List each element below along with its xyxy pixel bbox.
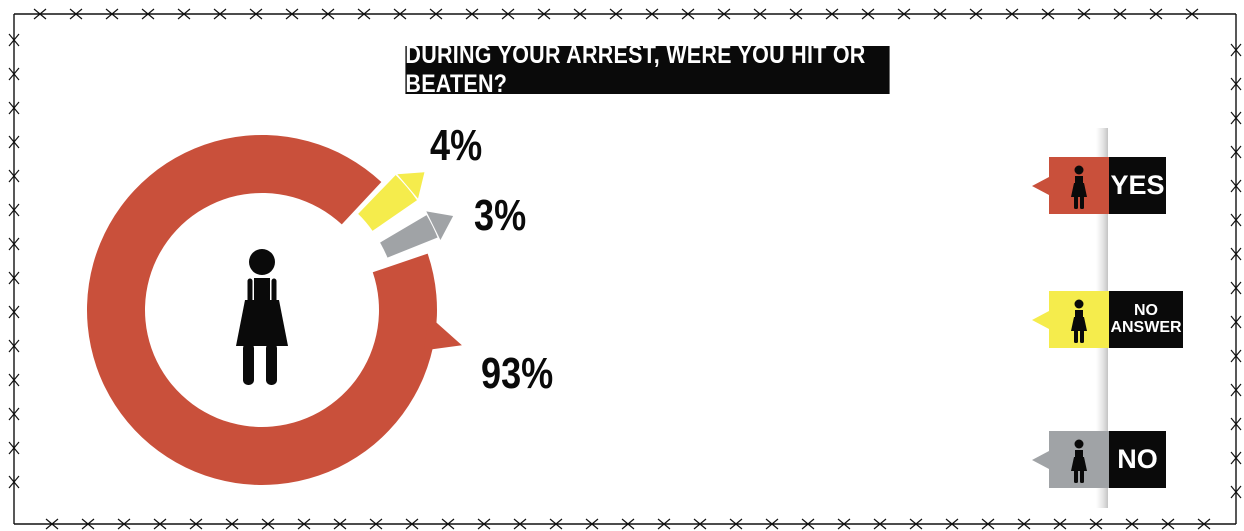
woman-icon	[1071, 165, 1087, 209]
handcuffed-woman-icon	[236, 249, 288, 385]
legend-item-yes	[1032, 157, 1166, 214]
donut-pointer-yes	[424, 315, 462, 351]
donut-slice-no-pointer	[426, 211, 454, 241]
donut-slice-no-answer-pointer	[397, 172, 425, 199]
legend-item-no	[1032, 431, 1166, 488]
legend-label-no: NO	[1117, 444, 1158, 475]
donut-slice-yes	[87, 135, 437, 486]
legend-label-no-answer: NO ANSWER	[1110, 301, 1182, 336]
value-label-no: 3%	[474, 191, 527, 240]
legend-label-yes: YES	[1110, 170, 1165, 201]
woman-icon	[1071, 299, 1087, 343]
woman-icon	[1071, 439, 1087, 483]
donut-slice-no-answer	[355, 172, 420, 234]
legend-item-no-answer	[1032, 291, 1183, 348]
value-label-yes: 93%	[481, 349, 554, 398]
value-label-no-answer: 4%	[430, 121, 483, 170]
donut-slice-no	[377, 212, 441, 261]
chart-title: DURING YOUR ARREST, WERE YOU HIT OR BEAT…	[405, 41, 890, 98]
